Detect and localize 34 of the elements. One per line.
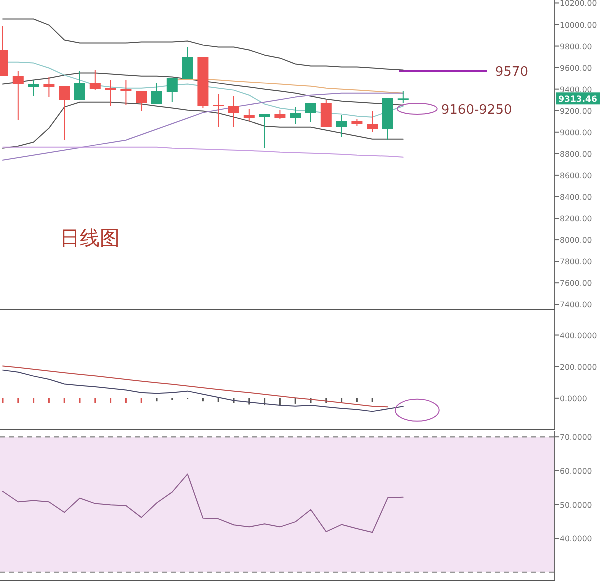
candlestick xyxy=(12,70,24,121)
candlestick xyxy=(90,70,101,91)
line-series xyxy=(2,92,404,161)
line-series xyxy=(2,146,404,158)
candlestick xyxy=(59,86,70,141)
line-series xyxy=(2,474,404,534)
line-series xyxy=(2,370,404,412)
candlestick xyxy=(228,96,240,128)
line-series xyxy=(2,72,404,106)
line-series xyxy=(2,18,404,71)
candlestick xyxy=(398,90,409,104)
candlestick xyxy=(44,76,55,98)
candlestick xyxy=(306,102,316,123)
candlestick xyxy=(182,46,194,80)
candlestick xyxy=(336,114,348,138)
candlestick xyxy=(213,94,224,128)
candlestick xyxy=(105,80,116,107)
text: 9313.46 xyxy=(558,95,598,106)
candlestick xyxy=(244,108,255,122)
candlestick xyxy=(259,114,270,149)
ref-line-label: 9570 xyxy=(495,65,528,80)
candlestick xyxy=(166,78,178,103)
candlestick xyxy=(367,110,378,133)
candlestick xyxy=(320,100,332,128)
candlestick xyxy=(136,90,148,112)
candlestick xyxy=(28,80,40,97)
text: 日线图 xyxy=(60,226,120,250)
line-series xyxy=(2,366,388,408)
candlestick xyxy=(74,70,86,101)
candlestick xyxy=(290,106,302,125)
annotation: 9160-9250 xyxy=(441,103,512,118)
candlestick xyxy=(120,80,132,106)
candlestick xyxy=(274,110,286,120)
candlestick xyxy=(152,82,162,105)
